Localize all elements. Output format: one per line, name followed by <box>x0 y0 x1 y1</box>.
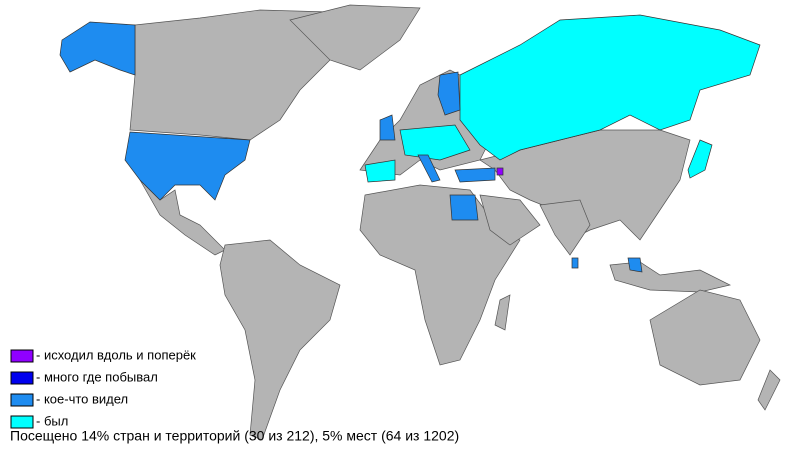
central-america <box>139 179 226 256</box>
legend-label: - был <box>36 413 68 428</box>
legend-swatch <box>10 371 34 385</box>
legend-label: - исходил вдоль и поперёк <box>36 347 196 362</box>
legend-label: - кое-что видел <box>36 391 128 406</box>
central-europe <box>399 124 471 161</box>
visited <box>59 14 761 273</box>
armenia <box>496 167 504 176</box>
legend-label: - много где побывал <box>36 369 158 384</box>
legend-swatch <box>10 393 34 407</box>
new-zealand <box>757 369 781 411</box>
uk <box>379 114 396 141</box>
russia <box>459 14 761 161</box>
indonesia <box>609 261 732 293</box>
legend: - исходил вдоль и поперёк - много где поб… <box>10 347 196 429</box>
legend-swatch <box>10 349 34 363</box>
iberia <box>364 159 396 183</box>
greenland <box>289 4 421 71</box>
legend-swatch <box>10 415 34 429</box>
footer: Посещено 14% стран и территорий (30 из 2… <box>10 428 459 444</box>
madagascar <box>494 294 511 331</box>
south-america <box>219 239 341 441</box>
india <box>539 199 591 256</box>
alaska <box>59 21 136 76</box>
usa <box>124 131 251 201</box>
canada <box>129 9 361 141</box>
turkey <box>454 167 496 183</box>
sri-lanka <box>571 257 579 269</box>
asia <box>479 129 691 241</box>
australia <box>649 289 761 386</box>
japan <box>687 139 713 179</box>
arabia <box>479 194 541 246</box>
egypt <box>449 194 479 221</box>
finland <box>437 71 461 116</box>
land <box>129 4 781 441</box>
italy <box>417 154 441 183</box>
malaysia <box>627 257 643 273</box>
